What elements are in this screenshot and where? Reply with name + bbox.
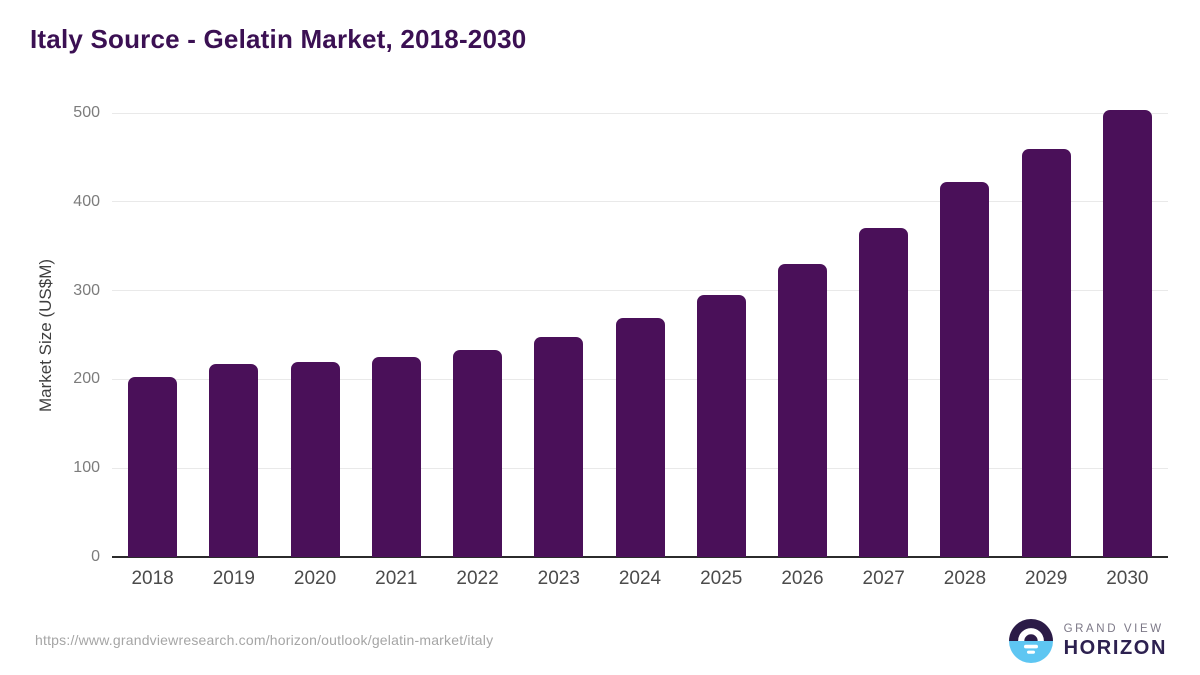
x-tick-label: 2020 (293, 568, 337, 589)
chart-title: Italy Source - Gelatin Market, 2018-2030 (30, 24, 527, 54)
x-tick-label: 2027 (862, 568, 905, 589)
logo-text-horizon: HORIZON (1063, 636, 1167, 659)
bar-2026 (777, 263, 827, 557)
bar-2025 (696, 295, 746, 557)
x-tick-label: 2023 (537, 568, 580, 589)
bar-2021 (371, 357, 421, 557)
bar-2024 (615, 318, 665, 557)
gridline (112, 112, 1168, 114)
x-axis-line (112, 556, 1168, 558)
grand-view-horizon-logo: GRAND VIEW HORIZON (1008, 619, 1167, 663)
y-tick-label: 400 (73, 192, 100, 210)
logo-text-grand-view: GRAND VIEW (1063, 622, 1164, 635)
y-tick-label: 200 (73, 370, 100, 388)
bar-2018 (128, 376, 178, 557)
x-tick-label: 2019 (212, 568, 255, 589)
x-tick-label: 2028 (943, 568, 987, 589)
gridline (112, 290, 1168, 292)
bar-2023 (534, 336, 584, 557)
source-url: https://www.grandviewresearch.com/horizo… (35, 632, 494, 648)
y-tick-label: 500 (73, 104, 100, 121)
x-tick-label: 2018 (131, 568, 174, 589)
x-tick-label: 2029 (1025, 568, 1068, 589)
bar-2027 (859, 227, 909, 557)
bar-2030 (1102, 110, 1152, 557)
bar-2028 (940, 182, 990, 557)
gridline (112, 201, 1168, 203)
x-tick-label: 2025 (700, 568, 743, 589)
plot-area: 0 100 200 300 400 500 2018 2019 2020 2021 2022 2023… (73, 105, 1168, 589)
x-tick-label: 2021 (375, 568, 418, 589)
x-tick-label: 2026 (781, 568, 824, 589)
y-tick-label: 100 (73, 459, 100, 477)
bar-2020 (290, 361, 340, 557)
horizon-sun-icon (1008, 619, 1053, 663)
bar-2022 (453, 350, 503, 557)
y-tick-label: 0 (91, 548, 100, 565)
x-tick-label: 2030 (1106, 568, 1149, 589)
x-tick-label: 2022 (456, 568, 499, 589)
logo-text: GRAND VIEW HORIZON (1064, 623, 1167, 660)
bar-2029 (1021, 148, 1071, 557)
y-tick-label: 300 (73, 281, 100, 299)
bar-2019 (209, 364, 259, 557)
y-axis-title: Market Size (US$M) (36, 258, 55, 412)
x-tick-label: 2024 (618, 568, 662, 589)
